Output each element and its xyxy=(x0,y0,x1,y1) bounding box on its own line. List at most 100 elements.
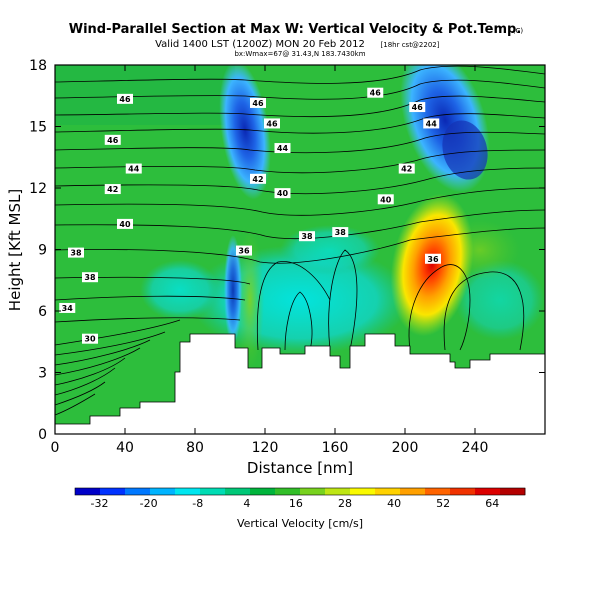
contour-label-text: 44 xyxy=(426,119,438,128)
contour-label-box xyxy=(299,231,315,242)
contour-label: 36 xyxy=(236,245,252,256)
y-axis-label: Height [Kft MSL] xyxy=(6,189,24,311)
colorbar-swatch xyxy=(75,488,101,495)
colorbar-tick-label: -8 xyxy=(192,497,203,510)
colorbar-swatch xyxy=(475,488,501,495)
contour-label-box xyxy=(274,143,291,154)
contour-label-text: 38 xyxy=(335,228,347,237)
contour-label: 42 xyxy=(398,163,415,174)
contour-label-text: 44 xyxy=(128,165,140,174)
contour-labels: 4646444240383834304646444240383646464442… xyxy=(59,87,441,344)
colorbar-swatch xyxy=(225,488,251,495)
contour-label-box xyxy=(367,87,384,98)
colorbar-swatch xyxy=(400,488,426,495)
y-tick-label: 18 xyxy=(29,58,47,74)
contour-label: 44 xyxy=(125,163,142,174)
colorbar-tick-label: 28 xyxy=(338,497,352,510)
contour-label-text: 38 xyxy=(301,232,313,241)
colorbar-label: Vertical Velocity [cm/s] xyxy=(237,517,363,530)
contour-label-text: 38 xyxy=(84,273,96,282)
contour-label-text: 46 xyxy=(412,103,424,112)
colorbar-tick-label: 16 xyxy=(289,497,303,510)
contour-label-text: 46 xyxy=(370,89,382,98)
contour-label: 46 xyxy=(250,97,266,108)
contour-label: 38 xyxy=(68,247,84,258)
contour-label-box xyxy=(423,118,440,129)
contour-label-text: 46 xyxy=(107,136,119,145)
contour-label-text: 46 xyxy=(119,95,131,104)
x-tick-label: 40 xyxy=(116,440,134,456)
velocity-field xyxy=(55,65,545,434)
theta-contours xyxy=(55,65,545,416)
contour-label-text: 46 xyxy=(252,99,264,108)
colorbar-swatch xyxy=(150,488,176,495)
x-tick-label: 160 xyxy=(322,440,349,456)
contour-label: 44 xyxy=(423,118,440,129)
contour-label-text: 40 xyxy=(119,220,131,229)
colorbar-swatch xyxy=(250,488,276,495)
x-tick-label: 240 xyxy=(462,440,489,456)
contour-label-box xyxy=(117,93,133,104)
contour-label-box xyxy=(117,218,133,229)
colorbar-swatch xyxy=(100,488,126,495)
contour-label: 46 xyxy=(367,87,384,98)
x-tick-label: 0 xyxy=(51,440,60,456)
contour-label: 46 xyxy=(117,93,133,104)
colorbar-tick-label: 4 xyxy=(243,497,250,510)
contour-label-text: 42 xyxy=(107,185,118,194)
colorbar-swatch xyxy=(275,488,301,495)
contour-label: 38 xyxy=(332,227,349,238)
contour-label-box xyxy=(425,253,441,264)
blue-downdraft-lower xyxy=(224,235,242,345)
contour-label-box xyxy=(250,97,266,108)
y-tick-label: 15 xyxy=(29,120,47,136)
x-axis: 0 40 80 120 160 200 240 xyxy=(51,65,489,456)
chart-title: Wind-Parallel Section at Max W: Vertical… xyxy=(69,22,522,37)
contour-label-text: 40 xyxy=(277,189,289,198)
colorbar-swatch xyxy=(375,488,401,495)
contour-label-text: 36 xyxy=(238,247,250,256)
colorbar-tick-label: 52 xyxy=(436,497,450,510)
contour-label-text: 40 xyxy=(380,195,392,204)
contour-label-text: 30 xyxy=(84,335,96,344)
contour-label: 46 xyxy=(409,102,426,113)
contour-label-box xyxy=(332,227,349,238)
y-tick-label: 3 xyxy=(38,366,47,382)
subtitle-max-w: bx:Wmax=67@ 31.43,N 183.7430km xyxy=(234,50,365,58)
y-tick-label: 9 xyxy=(38,243,47,259)
valid-note: [18hr cst@2202] xyxy=(381,41,440,49)
contour-label-box xyxy=(82,333,98,344)
contour-label-box xyxy=(398,163,415,174)
x-tick-label: 120 xyxy=(252,440,279,456)
contour-label: 46 xyxy=(264,118,280,129)
contour-label-box xyxy=(264,118,280,129)
title-copyright-mark: (C) xyxy=(513,27,524,35)
contour-label-box xyxy=(409,102,426,113)
colorbar-swatch xyxy=(500,488,526,495)
contour-label-text: 36 xyxy=(427,255,439,264)
colorbar: -32 -20 -8 4 16 28 40 52 64 xyxy=(74,487,526,510)
colorbar-swatch xyxy=(125,488,151,495)
contour-label-box xyxy=(59,302,76,313)
contour-label: 36 xyxy=(425,253,441,264)
contour-label-text: 46 xyxy=(266,119,278,128)
contour-label: 44 xyxy=(274,143,291,154)
x-tick-label: 200 xyxy=(392,440,419,456)
contour-label-text: 34 xyxy=(62,304,74,313)
warm-updraft-core xyxy=(390,193,474,337)
colorbar-swatch xyxy=(300,488,326,495)
contour-label: 38 xyxy=(299,231,315,242)
contour-label-box xyxy=(274,188,291,199)
contour-label-box xyxy=(125,163,142,174)
contour-label-box xyxy=(236,245,252,256)
contour-label: 34 xyxy=(59,302,76,313)
colorbar-frame xyxy=(74,487,526,496)
contour-label-text: 42 xyxy=(401,165,412,174)
colorbar-swatch xyxy=(450,488,476,495)
contour-label: 42 xyxy=(250,173,266,184)
y-tick-label: 0 xyxy=(38,427,47,443)
contour-label-box xyxy=(104,184,121,195)
contour-label: 40 xyxy=(274,188,291,199)
